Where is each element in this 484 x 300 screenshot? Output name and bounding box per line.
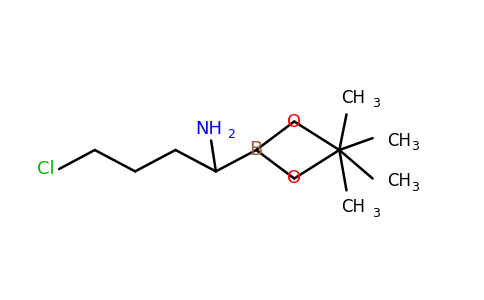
Text: 3: 3 [372,98,380,110]
Text: 3: 3 [411,140,420,153]
Text: 3: 3 [411,181,420,194]
Text: NH: NH [195,120,222,138]
Text: CH: CH [342,198,365,216]
Text: O: O [287,169,302,188]
Text: B: B [250,140,263,160]
Text: CH: CH [387,131,411,149]
Text: 2: 2 [227,128,235,141]
Text: O: O [287,112,302,130]
Text: CH: CH [387,172,411,190]
Text: Cl: Cl [37,160,54,178]
Text: CH: CH [342,89,365,107]
Text: 3: 3 [372,207,380,220]
